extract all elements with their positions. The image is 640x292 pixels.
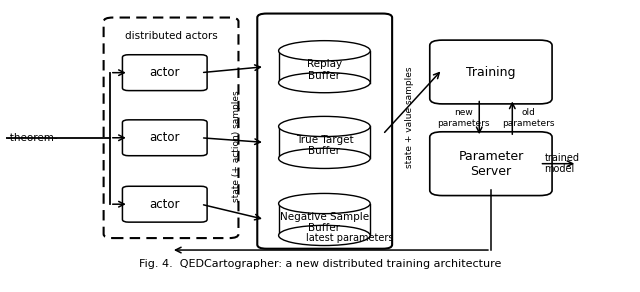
FancyBboxPatch shape	[122, 186, 207, 222]
Ellipse shape	[278, 225, 370, 246]
FancyBboxPatch shape	[122, 120, 207, 156]
FancyBboxPatch shape	[430, 132, 552, 196]
Text: actor: actor	[150, 131, 180, 144]
FancyBboxPatch shape	[122, 55, 207, 91]
Text: actor: actor	[150, 66, 180, 79]
Ellipse shape	[278, 72, 370, 93]
Ellipse shape	[278, 148, 370, 168]
Text: new
parameters: new parameters	[437, 108, 490, 128]
Text: True Target
Buffer: True Target Buffer	[296, 135, 353, 156]
Text: Negative Sample
Buffer: Negative Sample Buffer	[280, 212, 369, 233]
Ellipse shape	[278, 41, 370, 61]
Text: state (+ action) samples: state (+ action) samples	[232, 91, 241, 202]
FancyBboxPatch shape	[430, 40, 552, 104]
Bar	[278, 204, 370, 235]
Text: latest parameters: latest parameters	[306, 233, 394, 244]
Text: distributed actors: distributed actors	[125, 31, 218, 41]
Bar	[278, 51, 370, 83]
Text: -theorem-: -theorem-	[6, 133, 58, 143]
Ellipse shape	[278, 193, 370, 214]
Ellipse shape	[278, 117, 370, 137]
Text: Fig. 4.  QEDCartographer: a new distributed training architecture: Fig. 4. QEDCartographer: a new distribut…	[139, 259, 501, 269]
Text: Parameter
Server: Parameter Server	[458, 150, 524, 178]
Text: old
parameters: old parameters	[502, 108, 554, 128]
Bar	[278, 126, 370, 158]
Text: Training: Training	[466, 65, 516, 79]
FancyBboxPatch shape	[104, 18, 239, 238]
Text: Replay
Buffer: Replay Buffer	[307, 59, 342, 81]
Text: state + value samples: state + value samples	[405, 66, 414, 168]
Text: actor: actor	[150, 198, 180, 211]
Text: trained
model: trained model	[545, 153, 580, 175]
FancyBboxPatch shape	[257, 13, 392, 249]
